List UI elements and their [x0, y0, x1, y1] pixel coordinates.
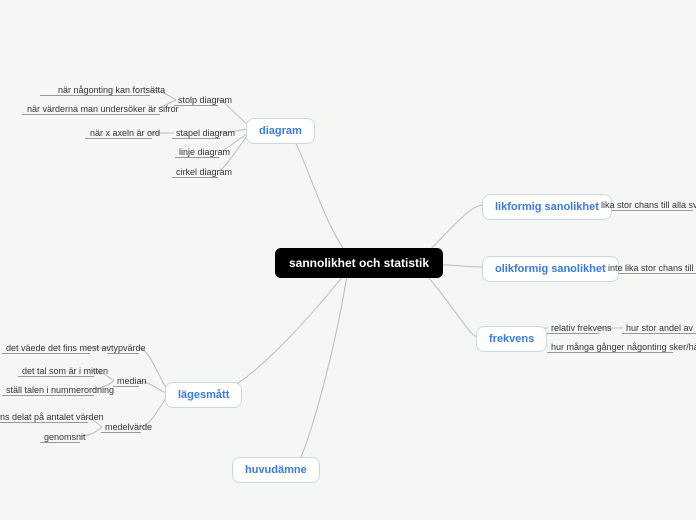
branch-diagram[interactable]: diagram	[246, 118, 315, 144]
leaf-relativ-1: hur stor andel av hela …	[624, 322, 696, 334]
branch-lagesmatt[interactable]: lägesmått	[165, 382, 242, 408]
leaf-medel-1: ns delat på antalet värden	[0, 411, 106, 423]
branch-frekvens[interactable]: frekvens	[476, 326, 547, 352]
leaf-typvarde[interactable]: typvärde	[109, 342, 148, 354]
leaf-likformig-1: lika stor chans till alla svar	[599, 199, 696, 211]
leaf-median-2: ställ talen i nummerordning	[4, 384, 116, 396]
leaf-relativ[interactable]: relativ frekvens	[549, 322, 614, 334]
leaf-frekvens-2: hur många gånger någonting sker/händer	[549, 341, 696, 353]
leaf-stolp-2: när värderna man undersöker är sifror	[25, 103, 181, 115]
branch-likformig[interactable]: likformig sanolikhet	[482, 194, 612, 220]
leaf-olikformig-1: inte lika stor chans till alla svar	[606, 262, 696, 274]
branch-olikformig[interactable]: olikformig sanolikhet	[482, 256, 619, 282]
leaf-stolp-1: när någonting kan fortsätta	[56, 84, 167, 96]
leaf-stolp[interactable]: stolp diagram	[176, 94, 234, 106]
leaf-medelvarde[interactable]: medelvärde	[103, 421, 154, 433]
leaf-cirkel[interactable]: cirkel diagram	[174, 166, 234, 178]
leaf-median-1: det tal som är i mitten	[20, 365, 110, 377]
branch-huvudamne[interactable]: huvudämne	[232, 457, 320, 483]
root-node[interactable]: sannolikhet och statistik	[275, 248, 443, 278]
leaf-median[interactable]: median	[115, 375, 149, 387]
leaf-medel-2: genomsnit	[42, 431, 88, 443]
leaf-stapel[interactable]: stapel diagram	[174, 127, 237, 139]
leaf-linje[interactable]: linje diagram	[177, 146, 232, 158]
leaf-stapel-1: när x axeln är ord	[88, 127, 162, 139]
leaf-typvarde-1: det väede det fins mest av	[4, 342, 113, 354]
